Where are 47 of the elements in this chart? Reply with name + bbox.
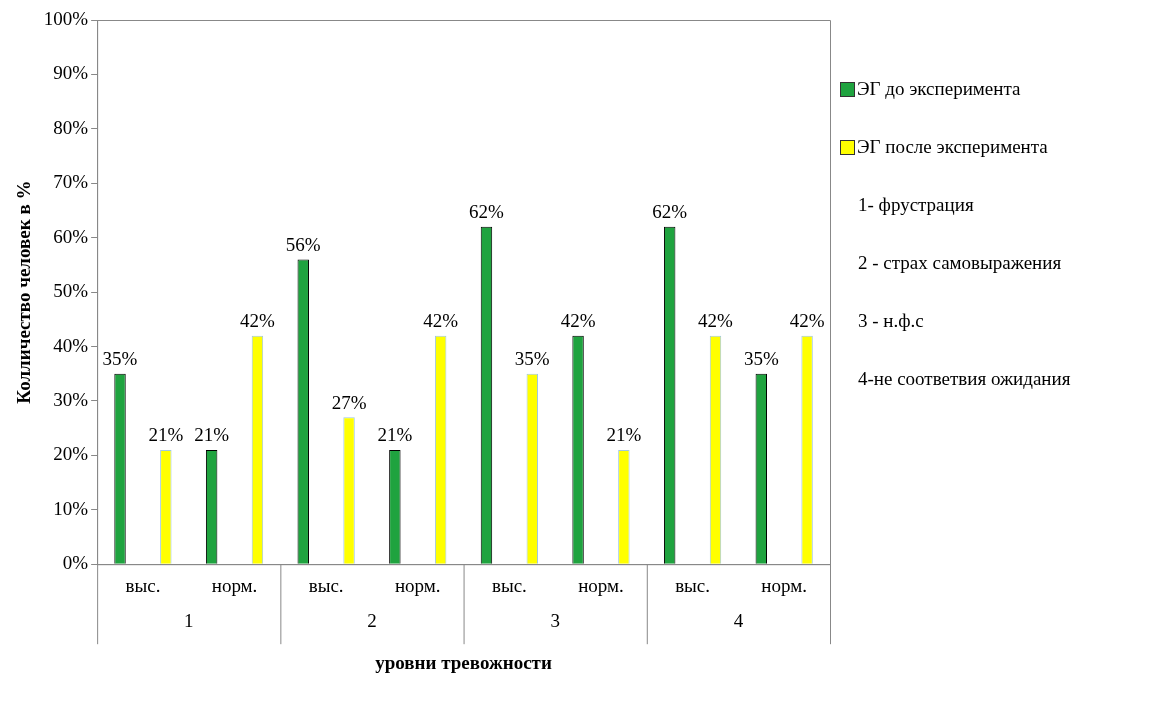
data-label: 42%: [423, 310, 459, 332]
data-label: 21%: [377, 424, 413, 446]
data-label: 42%: [560, 310, 596, 332]
x-tick-label: норм.: [211, 574, 258, 596]
text: 2: [367, 610, 377, 632]
y-tick-label: 100%: [43, 7, 89, 29]
text: 2 - страх самовыражения: [857, 251, 1063, 275]
data-label: 27%: [331, 391, 367, 413]
legend-label: ЭГ до эксперимента: [856, 77, 1022, 101]
y-tick-label: 20%: [53, 443, 89, 465]
y-tick-label: 40%: [53, 334, 89, 356]
data-label: 42%: [698, 310, 734, 332]
x-tick-label: норм.: [394, 574, 441, 596]
data-label: 42%: [789, 310, 825, 332]
data-label: 21%: [606, 424, 642, 446]
data-label: 62%: [652, 201, 688, 223]
data-label: 35%: [102, 348, 138, 370]
data-label: 56%: [285, 233, 321, 255]
text: 4: [733, 610, 744, 632]
data-label: 21%: [148, 424, 184, 446]
y-tick-label: 50%: [53, 280, 89, 302]
y-tick-label: 70%: [53, 171, 89, 193]
text: 4-не соответвия ожидания: [857, 367, 1071, 391]
y-tick-label: 0%: [62, 552, 89, 574]
text: 3: [550, 610, 560, 632]
y-tick-label: 90%: [53, 62, 89, 84]
data-label: 62%: [469, 201, 505, 223]
data-label: 21%: [194, 424, 230, 446]
text: 3 - н.ф.с: [857, 309, 925, 333]
y-tick-label: 30%: [53, 388, 89, 410]
y-tick-label: 10%: [53, 497, 89, 519]
x-tick-label: норм.: [578, 574, 624, 596]
y-tick-label: 80%: [53, 116, 89, 138]
data-label: 35%: [743, 348, 779, 370]
text: 1: [183, 610, 194, 632]
x-tick-label: выс.: [125, 574, 161, 596]
x-tick-label: норм.: [761, 574, 808, 596]
data-label: 35%: [514, 348, 550, 370]
data-label: 42%: [240, 310, 276, 332]
x-tick-label: выс.: [491, 574, 527, 596]
y-axis-title: Колличество человек в %: [13, 180, 35, 404]
x-tick-label: выс.: [675, 574, 711, 596]
text: 1- фрустрация: [857, 193, 975, 217]
legend-label: ЭГ после эксперимента: [856, 135, 1049, 159]
y-tick-label: 60%: [53, 225, 89, 247]
x-axis-title: уровни тревожности: [375, 652, 552, 674]
x-tick-label: выс.: [308, 574, 344, 596]
